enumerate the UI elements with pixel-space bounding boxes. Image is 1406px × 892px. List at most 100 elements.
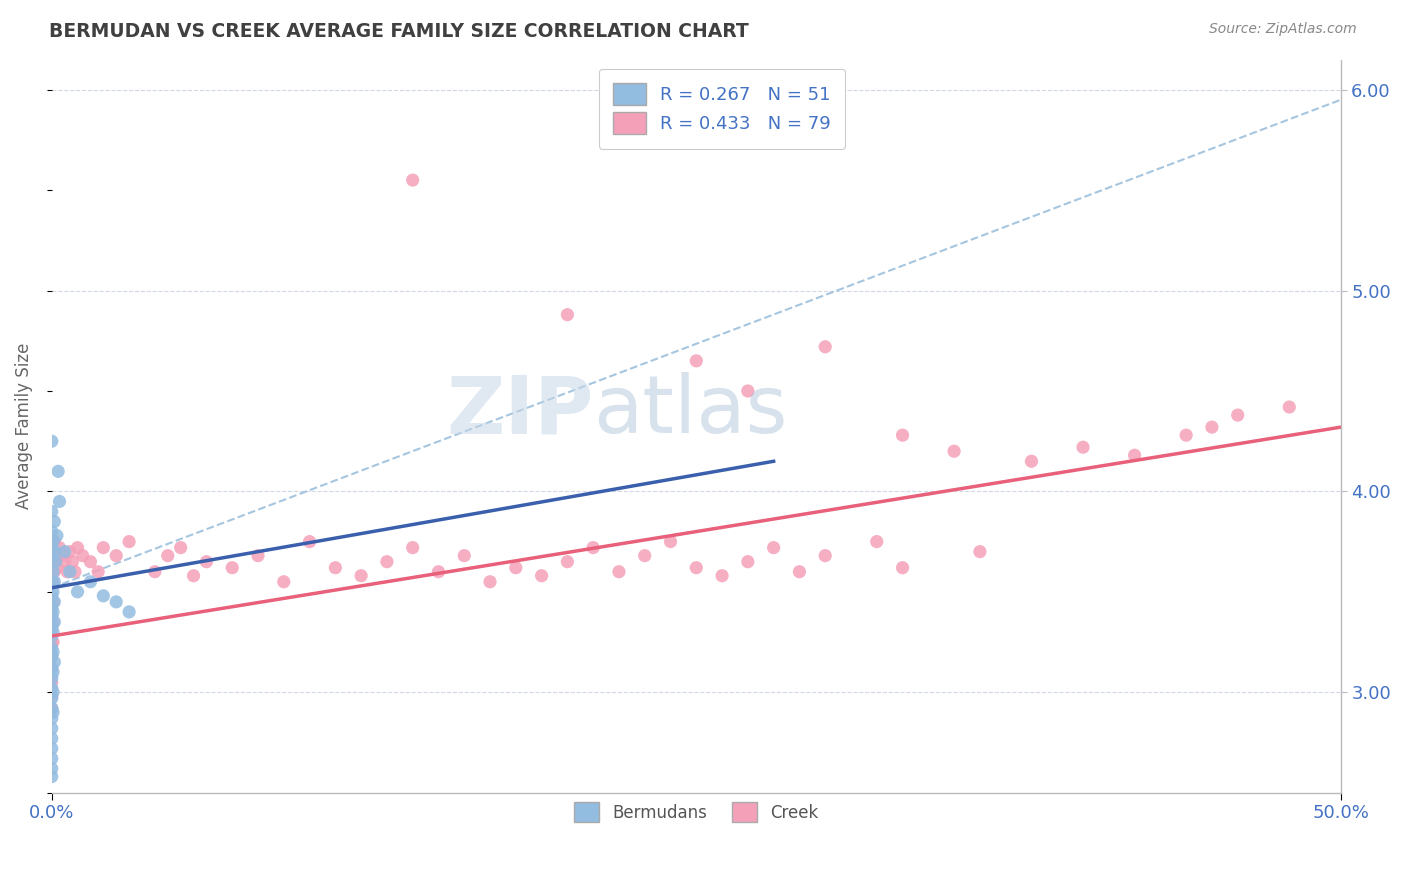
Legend: Bermudans, Creek: Bermudans, Creek [561,789,832,836]
Point [63,565,86,579]
Point [41,701,63,715]
Point [41,434,63,449]
Point [41,574,63,589]
Point [56,565,79,579]
Point [350,568,373,582]
Point [402,541,425,555]
Point [41,751,63,765]
Point [41,681,63,696]
Point [42,645,65,659]
Point [91,589,114,603]
Point [53,544,76,558]
Point [45,560,67,574]
Point [41,675,63,690]
Text: atlas: atlas [593,373,787,450]
Point [41,541,63,555]
Point [557,308,579,322]
Y-axis label: Average Family Size: Average Family Size [15,343,32,509]
Point [273,574,295,589]
Point [41,524,63,539]
Point [41,690,63,704]
Point [479,574,502,589]
Point [44,595,66,609]
Point [41,608,63,623]
Point [659,534,682,549]
Point [789,565,811,579]
Point [325,560,347,574]
Point [866,534,889,549]
Point [814,549,837,563]
Point [44,544,66,558]
Point [42,706,65,720]
Point [42,565,65,579]
Point [41,661,63,675]
Point [44,534,66,549]
Point [53,555,76,569]
Point [711,568,734,582]
Point [143,565,166,579]
Point [42,555,65,569]
Point [118,605,141,619]
Point [737,384,759,398]
Point [402,173,425,187]
Point [105,595,128,609]
Point [1175,428,1198,442]
Point [814,340,837,354]
Point [42,635,65,649]
Point [79,574,101,589]
Point [42,574,65,589]
Point [41,621,63,635]
Point [41,711,63,725]
Point [41,671,63,685]
Point [41,589,63,603]
Point [41,600,63,615]
Point [41,550,63,565]
Point [195,555,218,569]
Point [685,354,707,368]
Point [41,595,63,609]
Point [48,541,70,555]
Text: Source: ZipAtlas.com: Source: ZipAtlas.com [1209,22,1357,37]
Point [943,444,966,458]
Point [42,534,65,549]
Point [87,565,110,579]
Point [45,549,67,563]
Point [41,608,63,623]
Point [557,555,579,569]
Point [582,541,605,555]
Point [298,534,321,549]
Point [41,661,63,675]
Point [41,574,63,589]
Point [607,565,630,579]
Point [891,428,914,442]
Point [118,534,141,549]
Point [48,494,70,508]
Point [41,504,63,518]
Point [530,568,553,582]
Point [41,619,63,633]
Point [1226,408,1249,422]
Point [685,560,707,574]
Point [41,762,63,776]
Point [42,685,65,699]
Text: ZIP: ZIP [446,373,593,450]
Point [79,555,101,569]
Point [41,701,63,715]
Point [737,555,759,569]
Point [41,691,63,706]
Point [1278,400,1301,414]
Point [42,605,65,619]
Point [1071,440,1094,454]
Point [105,549,128,563]
Point [634,549,657,563]
Point [1021,454,1043,468]
Point [505,560,527,574]
Point [41,649,63,664]
Point [41,641,63,656]
Point [91,541,114,555]
Point [51,549,73,563]
Point [183,568,205,582]
Point [41,722,63,736]
Point [762,541,785,555]
Point [66,541,89,555]
